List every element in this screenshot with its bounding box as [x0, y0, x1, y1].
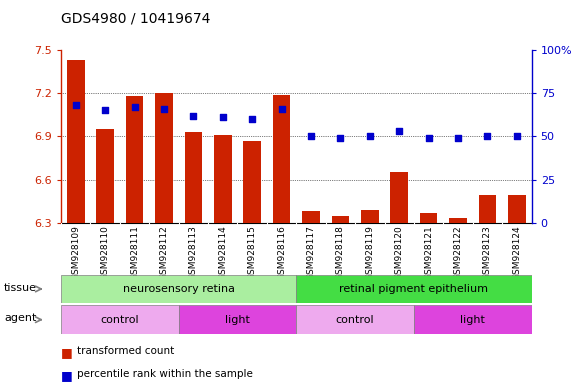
Bar [96, 129, 114, 223]
Bar [243, 141, 261, 223]
Bar [449, 218, 467, 223]
Point [483, 133, 492, 139]
Bar [273, 94, 290, 223]
Text: GSM928111: GSM928111 [130, 225, 139, 280]
Bar [361, 210, 379, 223]
Bar [390, 172, 408, 223]
Bar [125, 96, 144, 223]
Text: light: light [225, 314, 250, 325]
Point [453, 135, 462, 141]
Text: GSM928120: GSM928120 [394, 225, 404, 280]
Text: retinal pigment epithelium: retinal pigment epithelium [339, 284, 489, 294]
Bar [155, 93, 173, 223]
Point [101, 108, 110, 114]
Text: GSM928117: GSM928117 [307, 225, 315, 280]
Bar [508, 195, 526, 223]
Point [365, 133, 375, 139]
Text: GSM928119: GSM928119 [365, 225, 374, 280]
Text: transformed count: transformed count [77, 346, 174, 356]
Bar [214, 135, 232, 223]
Text: control: control [101, 314, 139, 325]
Text: ■: ■ [61, 346, 73, 359]
Text: GSM928112: GSM928112 [159, 225, 168, 280]
Point [512, 133, 522, 139]
Text: tissue: tissue [3, 283, 37, 293]
Bar [420, 213, 437, 223]
Bar [332, 215, 349, 223]
Text: GSM928115: GSM928115 [248, 225, 257, 280]
Text: GSM928118: GSM928118 [336, 225, 345, 280]
Point [248, 116, 257, 122]
Point [159, 106, 168, 112]
Bar [61, 275, 296, 303]
Text: percentile rank within the sample: percentile rank within the sample [77, 369, 253, 379]
Text: control: control [336, 314, 374, 325]
Text: GSM928113: GSM928113 [189, 225, 198, 280]
Text: GSM928114: GSM928114 [218, 225, 227, 280]
Point [71, 102, 80, 108]
Text: GSM928121: GSM928121 [424, 225, 433, 280]
Point [306, 133, 315, 139]
Text: ■: ■ [61, 369, 73, 382]
Text: GSM928116: GSM928116 [277, 225, 286, 280]
Point [336, 135, 345, 141]
Point [394, 128, 404, 134]
Bar [479, 195, 496, 223]
Bar [61, 305, 179, 334]
Bar [67, 60, 85, 223]
Bar [179, 305, 296, 334]
Text: GSM928109: GSM928109 [71, 225, 80, 280]
Point [189, 113, 198, 119]
Text: GSM928123: GSM928123 [483, 225, 492, 280]
Bar [296, 275, 532, 303]
Text: GSM928124: GSM928124 [512, 225, 521, 280]
Bar [302, 211, 320, 223]
Point [218, 114, 227, 121]
Text: light: light [460, 314, 485, 325]
Text: neurosensory retina: neurosensory retina [123, 284, 235, 294]
Point [277, 106, 286, 112]
Text: agent: agent [4, 313, 37, 323]
Point [130, 104, 139, 110]
Text: GSM928110: GSM928110 [101, 225, 110, 280]
Bar [185, 132, 202, 223]
Text: GSM928122: GSM928122 [454, 225, 462, 280]
Bar [414, 305, 532, 334]
Bar [296, 305, 414, 334]
Text: GDS4980 / 10419674: GDS4980 / 10419674 [61, 12, 210, 25]
Point [424, 135, 433, 141]
